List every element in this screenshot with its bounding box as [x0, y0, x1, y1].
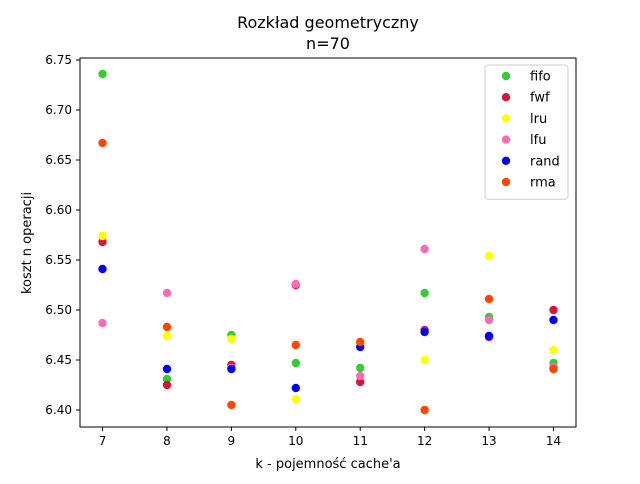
data-point-fwf	[98, 237, 107, 247]
x-tick-label: 10	[288, 434, 303, 448]
data-point-rand	[98, 264, 107, 274]
data-point-rma	[227, 400, 236, 410]
y-tick-label: 6.65	[45, 153, 72, 167]
data-point-rma	[420, 405, 429, 415]
y-tick-label: 6.40	[45, 403, 72, 417]
legend-marker-fifo	[501, 71, 511, 81]
x-axis-label: k - pojemność cache'a	[255, 457, 400, 472]
plot-area: 7 8 9 10 11 12 13 14 6.40 6.45 6.50 6.55 6.60 6.65 6.7…	[45, 53, 577, 448]
data-point-rma	[98, 138, 107, 148]
y-tick-label: 6.45	[45, 353, 72, 367]
data-point-rma	[162, 322, 172, 332]
y-tick-label: 6.50	[45, 303, 72, 317]
legend-label-fifo: fifo	[530, 70, 551, 85]
data-point-fwf	[162, 380, 172, 390]
data-point-lfu	[484, 315, 494, 325]
legend: fifo fwf lru lfu rand rma	[484, 64, 569, 200]
chart-title: Rozkład geometryczny	[237, 13, 419, 32]
data-point-rand	[162, 364, 172, 374]
x-tick-label: 12	[417, 434, 432, 448]
data-point-fwf	[549, 305, 558, 315]
data-point-lfu	[420, 244, 429, 254]
data-point-lru	[227, 334, 236, 344]
data-point-lru	[484, 251, 494, 261]
x-tick-label: 8	[163, 434, 171, 448]
data-point-fifo	[162, 374, 172, 384]
data-point-rand	[227, 364, 236, 374]
y-tick-label: 6.60	[45, 203, 72, 217]
data-point-rand	[291, 383, 300, 393]
legend-marker-lfu	[501, 135, 511, 144]
legend-label-lfu: lfu	[530, 133, 546, 148]
legend-marker-lru	[501, 114, 511, 123]
data-point-lru	[162, 331, 172, 341]
legend-label-rma: rma	[530, 176, 556, 191]
data-point-rma	[291, 340, 300, 350]
legend-label-lru: lru	[530, 112, 547, 127]
data-point-rand	[484, 331, 494, 341]
data-point-lfu	[356, 371, 365, 381]
legend-marker-rma	[501, 177, 511, 187]
x-tick-label: 7	[99, 434, 107, 448]
legend-label-fwf: fwf	[530, 91, 550, 106]
legend-marker-rand	[501, 156, 511, 165]
data-point-rma	[356, 337, 365, 347]
plot-frame	[79, 57, 577, 428]
data-point-lfu	[98, 318, 107, 328]
data-point-lru	[291, 394, 300, 404]
data-point-lru	[98, 231, 107, 241]
y-tick-label: 6.70	[45, 103, 72, 117]
legend-marker-fwf	[501, 93, 511, 102]
x-tick-label: 11	[353, 434, 368, 448]
data-point-fifo	[356, 363, 365, 373]
data-point-rma	[549, 364, 558, 374]
data-point-lru	[549, 345, 558, 355]
legend-label-rand: rand	[530, 154, 560, 169]
data-point-fifo	[420, 288, 429, 298]
data-point-rand	[549, 315, 558, 325]
data-point-fifo	[98, 69, 107, 79]
data-point-fifo	[291, 358, 300, 368]
data-point-fwf	[356, 377, 365, 387]
x-tick-label: 13	[481, 434, 496, 448]
y-tick-label: 6.75	[45, 53, 72, 67]
y-tick-label: 6.55	[45, 253, 72, 267]
chart-subtitle: n=70	[306, 34, 350, 53]
x-tick-label: 14	[546, 434, 561, 448]
y-axis-label: koszt n operacji	[20, 192, 35, 294]
data-point-lru	[420, 355, 429, 365]
data-point-rand	[420, 327, 429, 337]
data-point-rma	[484, 294, 494, 304]
data-point-lfu	[162, 288, 172, 298]
data-point-lfu	[291, 279, 300, 289]
x-tick-label: 9	[228, 434, 236, 448]
